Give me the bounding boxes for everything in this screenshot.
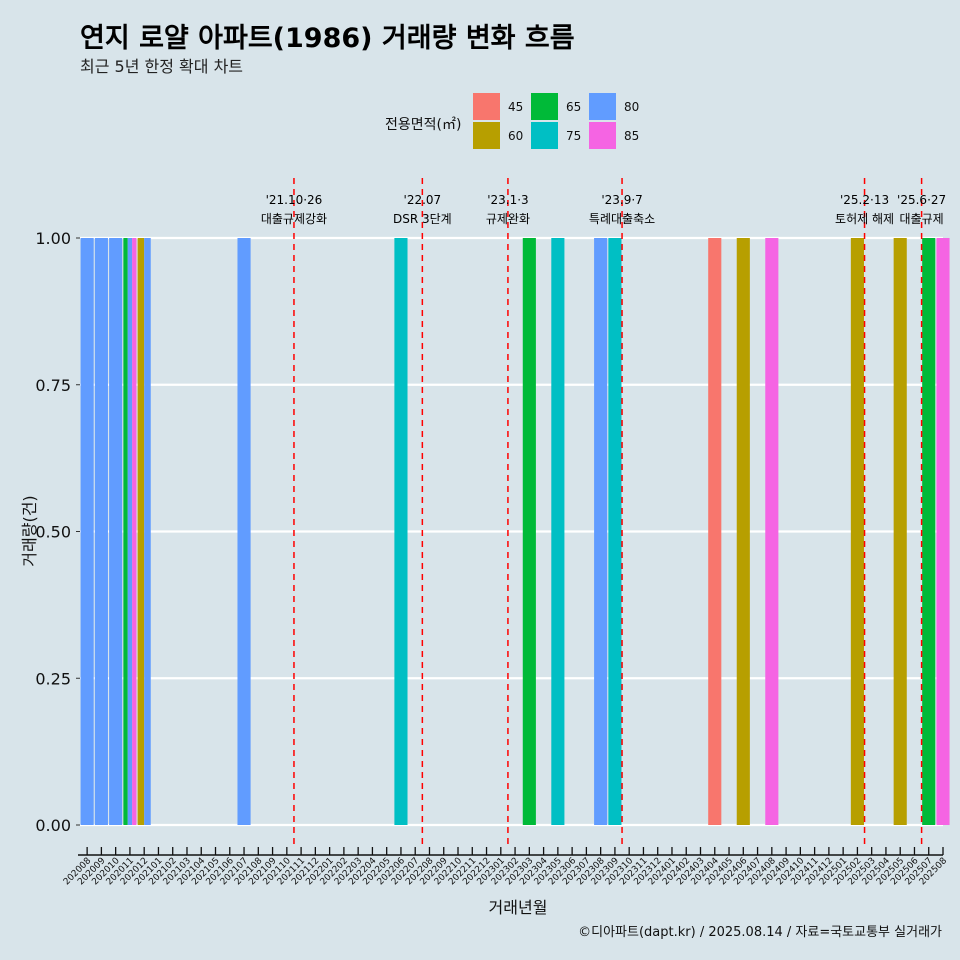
bars-layer (80, 238, 950, 825)
legend-swatch-60 (473, 122, 500, 149)
event-date: '25.2·13 (840, 193, 889, 207)
bar-202404-45 (708, 238, 722, 825)
bar-202303-65 (522, 238, 536, 825)
y-axis: 0.00 0.25 0.50 0.75 1.00 (35, 229, 80, 835)
bar-202011-80 (127, 238, 133, 825)
event-date: '23.1·3 (487, 193, 528, 207)
legend-label: 60 (508, 129, 523, 143)
legend-label: 75 (566, 129, 581, 143)
bar-202008-80 (80, 238, 94, 825)
grid-lines (80, 236, 943, 827)
y-tick-label: 1.00 (35, 229, 71, 248)
bar-202206-75 (394, 238, 408, 825)
chart-subtitle: 최근 5년 한정 확대 차트 (80, 57, 244, 76)
chart-title: 연지 로얄 아파트(1986) 거래량 변화 흐름 (80, 23, 575, 54)
bar-202009-80 (94, 238, 108, 825)
bar-202011-85 (132, 238, 137, 825)
bar-202309-75 (608, 238, 622, 825)
bar-202308-80 (594, 238, 608, 825)
bar-202505-60 (893, 238, 907, 825)
bar-202010-80 (109, 238, 123, 825)
legend-label: 65 (566, 100, 581, 114)
legend-title: 전용면적(㎡) (385, 117, 461, 133)
bar-202508-85 (936, 238, 950, 825)
event-date: '21.10·26 (266, 193, 323, 207)
legend-swatch-75 (531, 122, 558, 149)
x-axis: 2020082020092020102020112020122021012021… (62, 847, 949, 887)
source-caption: ©디아파트(dapt.kr) / 2025.08.14 / 자료=국토교통부 실… (578, 925, 942, 940)
event-label: 토허제 해제 (835, 212, 894, 226)
legend-swatch-85 (589, 122, 616, 149)
y-tick-label: 0.00 (35, 816, 71, 835)
legend: 전용면적(㎡) 45 60 65 75 80 85 (385, 93, 639, 149)
y-tick-label: 0.50 (35, 523, 71, 542)
legend-swatch-45 (473, 93, 500, 120)
bar-202305-75 (551, 238, 565, 825)
legend-swatch-65 (531, 93, 558, 120)
x-axis-title: 거래년월 (489, 898, 548, 917)
bar-202012-60 (137, 238, 145, 825)
bar-202502-60 (850, 238, 864, 825)
bar-202408-85 (765, 238, 779, 825)
bar-202107-80 (237, 238, 251, 825)
y-tick-label: 0.75 (35, 376, 71, 395)
bar-202406-60 (736, 238, 750, 825)
event-markers: '21.10·26 대출규제강화 '22.07 DSR 3단계 '23.1·3 규제완화 '… (261, 178, 946, 848)
bar-202507-65 (922, 238, 936, 825)
legend-swatch-80 (589, 93, 616, 120)
bar-202012-80 (144, 238, 151, 825)
event-label: 특례대출축소 (589, 212, 655, 226)
event-date: '23.9·7 (601, 193, 642, 207)
event-date: '25.6·27 (897, 193, 946, 207)
event-label: 대출규제 (900, 212, 944, 226)
y-axis-title: 거래량(건) (20, 495, 39, 566)
event-label: 규제완화 (486, 212, 530, 226)
event-label: 대출규제강화 (261, 212, 327, 226)
y-tick-label: 0.25 (35, 669, 71, 688)
legend-label: 45 (508, 100, 523, 114)
event-label: DSR 3단계 (393, 212, 452, 226)
bar-202011-65 (123, 238, 128, 825)
event-date: '22.07 (404, 193, 442, 207)
legend-label: 80 (624, 100, 639, 114)
legend-label: 85 (624, 129, 639, 143)
